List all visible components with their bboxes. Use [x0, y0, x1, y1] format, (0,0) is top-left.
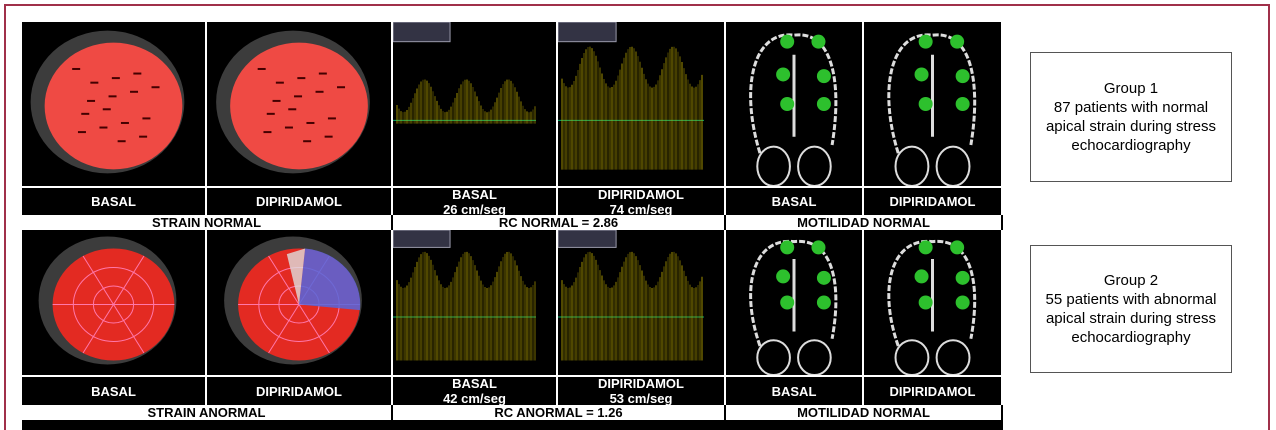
- caption-bar: MOTILIDAD NORMAL: [726, 405, 1003, 420]
- label-title: DIPIRIDAMOL: [890, 384, 976, 399]
- motility-image: [864, 22, 1003, 186]
- strain-image: [22, 22, 207, 186]
- panel-label: DIPIRIDAMOL: [207, 186, 393, 215]
- echo-image: [393, 22, 556, 186]
- label-title: BASAL: [452, 376, 497, 391]
- caption: MOTILIDAD NORMAL: [726, 405, 1001, 420]
- doppler-image: [393, 230, 558, 375]
- caption-bar: STRAIN ANORMAL: [22, 405, 393, 420]
- echo-image: [22, 230, 205, 375]
- label-title: DIPIRIDAMOL: [256, 194, 342, 209]
- motility-image: [726, 22, 864, 186]
- strain-image: [207, 22, 393, 186]
- label-title: DIPIRIDAMOL: [598, 376, 684, 391]
- echo-image: [393, 230, 556, 375]
- caption-bar: RC ANORMAL = 1.26: [393, 405, 726, 420]
- caption: MOTILIDAD NORMAL: [726, 215, 1001, 230]
- caption-bar: MOTILIDAD NORMAL: [726, 215, 1003, 230]
- caption-bar: RC NORMAL = 2.86: [393, 215, 726, 230]
- panel-label: BASAL: [726, 186, 864, 215]
- echo-image: [558, 230, 724, 375]
- group-description: 87 patients with normal apical strain du…: [1045, 98, 1217, 155]
- echo-image: [207, 22, 391, 186]
- caption: STRAIN NORMAL: [22, 215, 391, 230]
- echo-image: [726, 230, 862, 375]
- panel-label: DIPIRIDAMOL: [864, 186, 1003, 215]
- caption: RC ANORMAL = 1.26: [393, 405, 724, 420]
- label-title: BASAL: [91, 194, 136, 209]
- caption-bar: STRAIN NORMAL: [22, 215, 393, 230]
- echo-image: [558, 22, 724, 186]
- label-title: BASAL: [452, 187, 497, 202]
- group-description: 55 patients with abnormal apical strain …: [1045, 290, 1217, 347]
- panel-label: DIPIRIDAMOL: [207, 375, 393, 405]
- doppler-image: [558, 22, 726, 186]
- label-velocity: 53 cm/seg: [610, 391, 673, 406]
- motility-image: [864, 230, 1003, 375]
- label-title: BASAL: [772, 194, 817, 209]
- panel-label: BASAL: [726, 375, 864, 405]
- group-title: Group 1: [1104, 79, 1158, 98]
- doppler-image: [558, 230, 726, 375]
- doppler-image: [393, 22, 558, 186]
- caption: RC NORMAL = 2.86: [393, 215, 724, 230]
- caption: STRAIN ANORMAL: [22, 405, 391, 420]
- label-title: BASAL: [91, 384, 136, 399]
- panel-label: BASAL: [22, 375, 207, 405]
- label-velocity: 42 cm/seg: [443, 391, 506, 406]
- panel-label: DIPIRIDAMOL: [864, 375, 1003, 405]
- strain-image: [207, 230, 393, 375]
- echo-image: [207, 230, 391, 375]
- echo-image: [864, 22, 1001, 186]
- echo-image: [726, 22, 862, 186]
- echo-image: [864, 230, 1001, 375]
- group-box: Group 2 55 patients with abnormal apical…: [1030, 245, 1232, 373]
- label-title: DIPIRIDAMOL: [598, 187, 684, 202]
- label-title: DIPIRIDAMOL: [890, 194, 976, 209]
- panel-label: BASAL: [22, 186, 207, 215]
- page: {"panels": [ {"strain": {"caption": "STR…: [0, 0, 1276, 430]
- label-title: BASAL: [772, 384, 817, 399]
- echo-image: [22, 22, 205, 186]
- motility-image: [726, 230, 864, 375]
- strain-image: [22, 230, 207, 375]
- group-box: Group 1 87 patients with normal apical s…: [1030, 52, 1232, 182]
- label-title: DIPIRIDAMOL: [256, 384, 342, 399]
- group-title: Group 2: [1104, 271, 1158, 290]
